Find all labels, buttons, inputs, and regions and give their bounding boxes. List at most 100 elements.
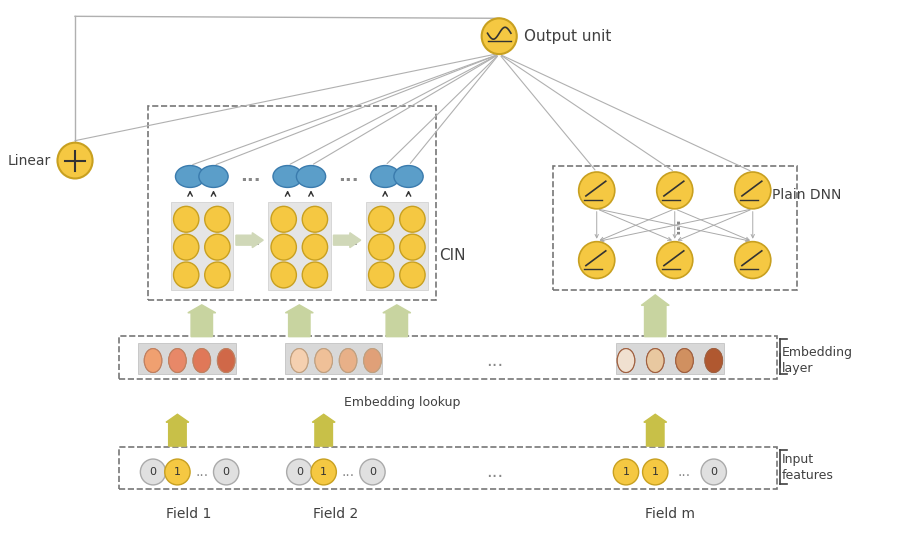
Ellipse shape (339, 349, 357, 372)
Ellipse shape (144, 349, 161, 372)
Text: ...: ... (668, 217, 682, 234)
Circle shape (369, 234, 394, 260)
Circle shape (165, 459, 190, 485)
Text: Plain DNN: Plain DNN (772, 189, 842, 202)
Circle shape (58, 143, 93, 178)
Circle shape (303, 207, 327, 232)
Circle shape (140, 459, 166, 485)
Circle shape (359, 459, 385, 485)
Text: ...: ... (341, 465, 355, 479)
Circle shape (271, 262, 296, 288)
Circle shape (173, 262, 199, 288)
Text: Field 2: Field 2 (313, 507, 358, 521)
Circle shape (400, 262, 425, 288)
Ellipse shape (273, 166, 303, 187)
Text: Field m: Field m (645, 507, 695, 521)
Circle shape (271, 207, 296, 232)
FancyArrow shape (334, 233, 360, 247)
Ellipse shape (394, 166, 423, 187)
Ellipse shape (364, 349, 381, 372)
Ellipse shape (291, 349, 308, 372)
Text: 0: 0 (369, 467, 376, 477)
Circle shape (657, 172, 692, 209)
Text: ...: ... (337, 231, 359, 249)
Text: ...: ... (337, 167, 359, 185)
Ellipse shape (217, 349, 235, 372)
FancyBboxPatch shape (616, 343, 724, 374)
FancyArrow shape (166, 414, 189, 446)
Ellipse shape (193, 349, 211, 372)
Text: ...: ... (240, 167, 260, 185)
Text: Embedding
layer: Embedding layer (782, 346, 853, 375)
Circle shape (579, 241, 614, 278)
Circle shape (271, 234, 296, 260)
Text: 1: 1 (320, 467, 327, 477)
Bar (119, 447, 777, 489)
FancyArrow shape (188, 305, 215, 337)
Ellipse shape (676, 349, 693, 372)
Ellipse shape (364, 349, 381, 372)
Circle shape (173, 234, 199, 260)
Ellipse shape (217, 349, 235, 372)
Circle shape (369, 207, 394, 232)
Text: 0: 0 (711, 467, 717, 477)
Ellipse shape (296, 166, 326, 187)
Circle shape (287, 459, 312, 485)
Ellipse shape (646, 349, 664, 372)
FancyArrow shape (313, 414, 335, 446)
Text: Input
features: Input features (782, 453, 834, 482)
Ellipse shape (193, 349, 211, 372)
Text: Output unit: Output unit (524, 29, 611, 44)
FancyArrow shape (236, 233, 263, 247)
Ellipse shape (175, 166, 204, 187)
Ellipse shape (676, 349, 693, 372)
Bar (119, 336, 777, 379)
Circle shape (204, 262, 230, 288)
Circle shape (204, 207, 230, 232)
FancyBboxPatch shape (171, 202, 233, 290)
Circle shape (369, 262, 394, 288)
FancyBboxPatch shape (268, 202, 330, 290)
FancyArrow shape (383, 305, 411, 337)
Bar (553, 166, 797, 290)
Ellipse shape (646, 349, 664, 372)
Ellipse shape (315, 349, 333, 372)
Text: 1: 1 (174, 467, 181, 477)
Circle shape (400, 234, 425, 260)
Text: CIN: CIN (438, 247, 465, 263)
Circle shape (481, 19, 517, 54)
Text: 0: 0 (223, 467, 229, 477)
FancyBboxPatch shape (138, 343, 236, 374)
FancyArrow shape (644, 414, 667, 446)
Text: 1: 1 (623, 467, 629, 477)
Text: Embedding lookup: Embedding lookup (344, 396, 460, 409)
Ellipse shape (705, 349, 723, 372)
Circle shape (579, 172, 614, 209)
Circle shape (702, 459, 726, 485)
Circle shape (204, 234, 230, 260)
FancyArrow shape (285, 305, 314, 337)
Text: Field 1: Field 1 (166, 507, 212, 521)
Ellipse shape (169, 349, 186, 372)
FancyArrow shape (641, 295, 669, 337)
Circle shape (613, 459, 638, 485)
Text: ...: ... (195, 465, 208, 479)
FancyBboxPatch shape (366, 202, 428, 290)
Ellipse shape (617, 349, 635, 372)
Circle shape (735, 241, 771, 278)
Text: ...: ... (486, 352, 503, 370)
Circle shape (735, 172, 771, 209)
Ellipse shape (370, 166, 400, 187)
FancyBboxPatch shape (284, 343, 382, 374)
Circle shape (643, 459, 668, 485)
Ellipse shape (315, 349, 333, 372)
Ellipse shape (144, 349, 161, 372)
Circle shape (400, 207, 425, 232)
Text: ...: ... (678, 465, 691, 479)
Text: ...: ... (240, 231, 260, 249)
Circle shape (214, 459, 238, 485)
Ellipse shape (617, 349, 635, 372)
Bar (149, 106, 436, 300)
Circle shape (303, 234, 327, 260)
Circle shape (657, 241, 692, 278)
